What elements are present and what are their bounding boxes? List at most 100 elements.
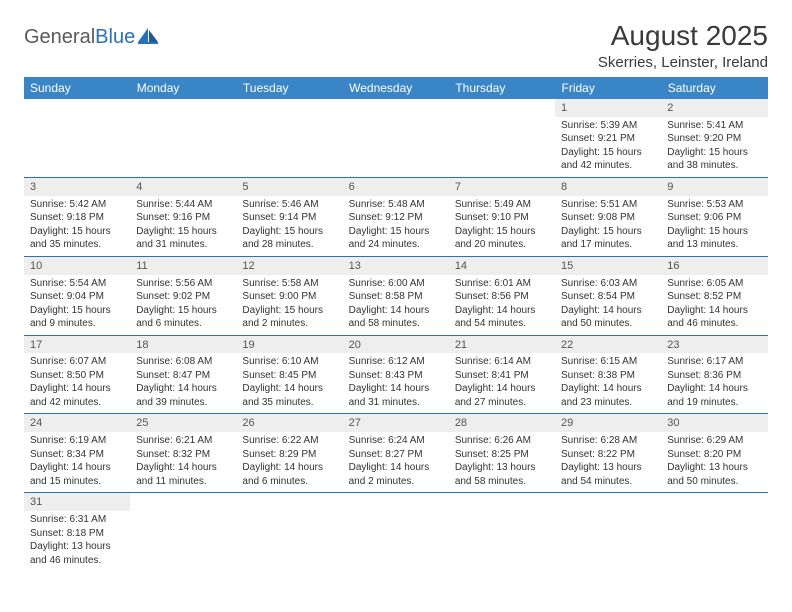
day-number: 28 — [449, 414, 555, 432]
header: GeneralBlue August 2025 Skerries, Leinst… — [24, 20, 768, 71]
daylight-line: Daylight: 14 hours and 19 minutes. — [667, 382, 761, 409]
sunrise-line: Sunrise: 6:17 AM — [667, 355, 761, 369]
day-number: 29 — [555, 414, 661, 432]
sunrise-line: Sunrise: 5:48 AM — [349, 198, 443, 212]
daylight-line: Daylight: 14 hours and 42 minutes. — [30, 382, 124, 409]
sunset-line: Sunset: 8:56 PM — [455, 290, 549, 304]
day-body: Sunrise: 6:26 AMSunset: 8:25 PMDaylight:… — [449, 432, 555, 492]
day-number: 19 — [236, 336, 342, 354]
day-body: Sunrise: 6:24 AMSunset: 8:27 PMDaylight:… — [343, 432, 449, 492]
day-body: Sunrise: 6:17 AMSunset: 8:36 PMDaylight:… — [661, 353, 767, 413]
sunset-line: Sunset: 9:04 PM — [30, 290, 124, 304]
day-number: 23 — [661, 336, 767, 354]
day-body: Sunrise: 6:22 AMSunset: 8:29 PMDaylight:… — [236, 432, 342, 492]
sunset-line: Sunset: 9:12 PM — [349, 211, 443, 225]
weekday-header: Sunday — [24, 77, 130, 99]
sunrise-line: Sunrise: 6:05 AM — [667, 277, 761, 291]
sunset-line: Sunset: 9:14 PM — [242, 211, 336, 225]
day-body: Sunrise: 5:48 AMSunset: 9:12 PMDaylight:… — [343, 196, 449, 256]
calendar-cell — [343, 493, 449, 571]
sunset-line: Sunset: 9:10 PM — [455, 211, 549, 225]
sunset-line: Sunset: 9:06 PM — [667, 211, 761, 225]
calendar-cell — [343, 99, 449, 177]
sunset-line: Sunset: 8:45 PM — [242, 369, 336, 383]
calendar-cell: 22Sunrise: 6:15 AMSunset: 8:38 PMDayligh… — [555, 335, 661, 414]
sunset-line: Sunset: 8:34 PM — [30, 448, 124, 462]
day-body: Sunrise: 6:31 AMSunset: 8:18 PMDaylight:… — [24, 511, 130, 571]
day-number: 31 — [24, 493, 130, 511]
day-body: Sunrise: 6:14 AMSunset: 8:41 PMDaylight:… — [449, 353, 555, 413]
day-body: Sunrise: 5:51 AMSunset: 9:08 PMDaylight:… — [555, 196, 661, 256]
day-number: 11 — [130, 257, 236, 275]
weekday-header-row: SundayMondayTuesdayWednesdayThursdayFrid… — [24, 77, 768, 99]
sunset-line: Sunset: 8:27 PM — [349, 448, 443, 462]
sunset-line: Sunset: 8:38 PM — [561, 369, 655, 383]
calendar-body: 1Sunrise: 5:39 AMSunset: 9:21 PMDaylight… — [24, 99, 768, 571]
sunset-line: Sunset: 8:36 PM — [667, 369, 761, 383]
daylight-line: Daylight: 13 hours and 54 minutes. — [561, 461, 655, 488]
day-body: Sunrise: 6:12 AMSunset: 8:43 PMDaylight:… — [343, 353, 449, 413]
logo-sail-icon — [138, 28, 160, 44]
calendar-cell: 26Sunrise: 6:22 AMSunset: 8:29 PMDayligh… — [236, 414, 342, 493]
sunrise-line: Sunrise: 6:15 AM — [561, 355, 655, 369]
calendar-cell: 1Sunrise: 5:39 AMSunset: 9:21 PMDaylight… — [555, 99, 661, 177]
sunrise-line: Sunrise: 5:49 AM — [455, 198, 549, 212]
daylight-line: Daylight: 15 hours and 20 minutes. — [455, 225, 549, 252]
calendar-cell: 10Sunrise: 5:54 AMSunset: 9:04 PMDayligh… — [24, 256, 130, 335]
sunrise-line: Sunrise: 6:03 AM — [561, 277, 655, 291]
day-body: Sunrise: 6:15 AMSunset: 8:38 PMDaylight:… — [555, 353, 661, 413]
sunset-line: Sunset: 8:18 PM — [30, 527, 124, 541]
calendar-cell: 4Sunrise: 5:44 AMSunset: 9:16 PMDaylight… — [130, 177, 236, 256]
calendar-row: 1Sunrise: 5:39 AMSunset: 9:21 PMDaylight… — [24, 99, 768, 177]
sunrise-line: Sunrise: 5:58 AM — [242, 277, 336, 291]
calendar-cell: 14Sunrise: 6:01 AMSunset: 8:56 PMDayligh… — [449, 256, 555, 335]
calendar-cell: 8Sunrise: 5:51 AMSunset: 9:08 PMDaylight… — [555, 177, 661, 256]
sunrise-line: Sunrise: 6:21 AM — [136, 434, 230, 448]
daylight-line: Daylight: 15 hours and 31 minutes. — [136, 225, 230, 252]
day-number: 6 — [343, 178, 449, 196]
sunrise-line: Sunrise: 6:08 AM — [136, 355, 230, 369]
sunset-line: Sunset: 8:20 PM — [667, 448, 761, 462]
sunrise-line: Sunrise: 6:31 AM — [30, 513, 124, 527]
calendar-cell: 19Sunrise: 6:10 AMSunset: 8:45 PMDayligh… — [236, 335, 342, 414]
day-number: 15 — [555, 257, 661, 275]
calendar-row: 10Sunrise: 5:54 AMSunset: 9:04 PMDayligh… — [24, 256, 768, 335]
day-number: 14 — [449, 257, 555, 275]
day-body: Sunrise: 5:42 AMSunset: 9:18 PMDaylight:… — [24, 196, 130, 256]
calendar-cell: 25Sunrise: 6:21 AMSunset: 8:32 PMDayligh… — [130, 414, 236, 493]
day-body: Sunrise: 5:41 AMSunset: 9:20 PMDaylight:… — [661, 117, 767, 177]
calendar-row: 31Sunrise: 6:31 AMSunset: 8:18 PMDayligh… — [24, 493, 768, 571]
day-number: 20 — [343, 336, 449, 354]
daylight-line: Daylight: 15 hours and 28 minutes. — [242, 225, 336, 252]
calendar-cell: 15Sunrise: 6:03 AMSunset: 8:54 PMDayligh… — [555, 256, 661, 335]
calendar-cell — [130, 99, 236, 177]
title-block: August 2025 Skerries, Leinster, Ireland — [598, 20, 768, 71]
sunrise-line: Sunrise: 6:26 AM — [455, 434, 549, 448]
day-body: Sunrise: 5:53 AMSunset: 9:06 PMDaylight:… — [661, 196, 767, 256]
sunrise-line: Sunrise: 6:14 AM — [455, 355, 549, 369]
day-number: 12 — [236, 257, 342, 275]
day-number: 17 — [24, 336, 130, 354]
calendar-cell: 16Sunrise: 6:05 AMSunset: 8:52 PMDayligh… — [661, 256, 767, 335]
daylight-line: Daylight: 14 hours and 6 minutes. — [242, 461, 336, 488]
calendar-cell: 29Sunrise: 6:28 AMSunset: 8:22 PMDayligh… — [555, 414, 661, 493]
calendar-cell — [449, 493, 555, 571]
calendar-cell: 18Sunrise: 6:08 AMSunset: 8:47 PMDayligh… — [130, 335, 236, 414]
logo-text-general: General — [24, 26, 95, 49]
day-number: 7 — [449, 178, 555, 196]
day-number: 16 — [661, 257, 767, 275]
daylight-line: Daylight: 15 hours and 9 minutes. — [30, 304, 124, 331]
calendar-row: 17Sunrise: 6:07 AMSunset: 8:50 PMDayligh… — [24, 335, 768, 414]
calendar-cell: 27Sunrise: 6:24 AMSunset: 8:27 PMDayligh… — [343, 414, 449, 493]
logo: GeneralBlue — [24, 26, 160, 49]
day-number: 30 — [661, 414, 767, 432]
day-body: Sunrise: 6:03 AMSunset: 8:54 PMDaylight:… — [555, 275, 661, 335]
calendar-row: 3Sunrise: 5:42 AMSunset: 9:18 PMDaylight… — [24, 177, 768, 256]
sunset-line: Sunset: 8:52 PM — [667, 290, 761, 304]
daylight-line: Daylight: 14 hours and 58 minutes. — [349, 304, 443, 331]
daylight-line: Daylight: 15 hours and 2 minutes. — [242, 304, 336, 331]
day-number: 24 — [24, 414, 130, 432]
daylight-line: Daylight: 14 hours and 11 minutes. — [136, 461, 230, 488]
calendar-cell: 28Sunrise: 6:26 AMSunset: 8:25 PMDayligh… — [449, 414, 555, 493]
daylight-line: Daylight: 14 hours and 39 minutes. — [136, 382, 230, 409]
